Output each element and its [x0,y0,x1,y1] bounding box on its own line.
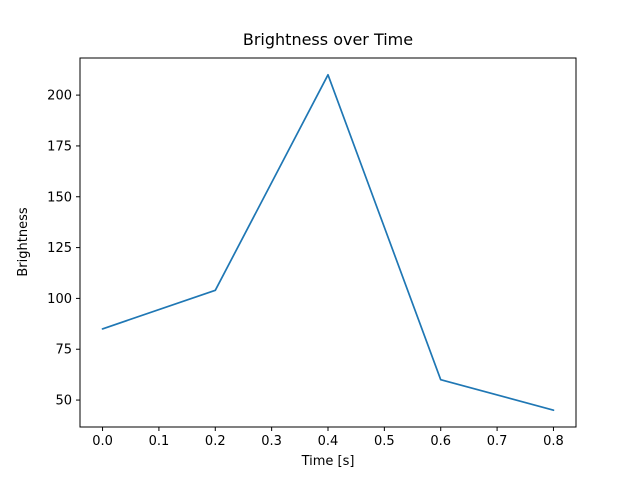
y-tick-label: 50 [55,394,72,409]
y-tick-label: 125 [47,241,72,256]
y-tick-label: 150 [47,190,72,205]
x-tick-label: 0.4 [318,434,339,449]
brightness-line-series [101,73,555,412]
x-tick-label: 0.0 [92,434,113,449]
x-tick-label: 0.6 [430,434,451,449]
x-axis-label: Time [s] [301,454,355,469]
x-tick-label: 0.2 [205,434,226,449]
x-tick-label: 0.1 [149,434,170,449]
y-axis-label: Brightness [16,207,31,276]
chart-title: Brightness over Time [243,30,413,49]
x-tick-label: 0.3 [261,434,282,449]
axes-spines [79,57,577,428]
y-tick-label: 200 [47,89,72,104]
plot-area: 0.0 0.1 0.2 0.3 0.4 0.5 0.6 0.7 0.8 50 75 100 125 150… [47,57,577,449]
x-tick-label: 0.5 [374,434,395,449]
y-tick-label: 75 [55,343,72,358]
x-tick-label: 0.8 [543,434,564,449]
x-tick-label: 0.7 [487,434,508,449]
y-tick-label: 175 [47,139,72,154]
y-tick-label: 100 [47,292,72,307]
